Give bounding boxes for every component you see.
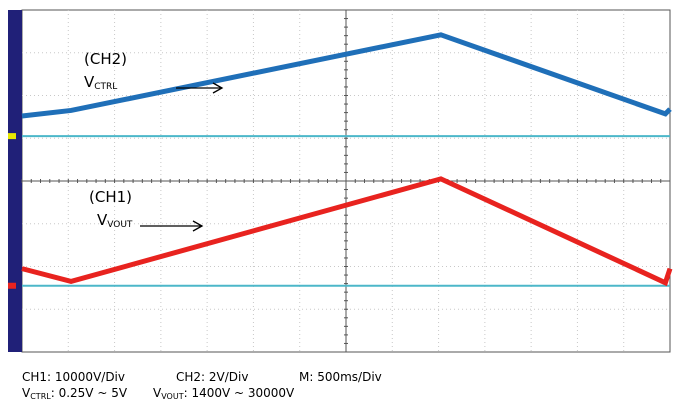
vctrl-range-value: : 0.25V ~ 5V (50, 386, 128, 400)
vctrl-label-sub: CTRL (94, 82, 118, 92)
ch1-label: (CH1) (89, 188, 133, 206)
ch2-ground-marker (8, 133, 16, 140)
vvout-range-sub: VOUT (161, 392, 184, 401)
vctrl-label: VCTRL (84, 75, 117, 94)
ch2-scale: CH2: 2V/Div (176, 370, 249, 384)
vctrl-label-v: V (84, 73, 95, 91)
vvout-range-v: V (153, 386, 162, 400)
vvout-label-sub: VOUT (107, 220, 133, 230)
ch2-label: (CH2) (84, 50, 128, 68)
vvout-arrow-head (192, 220, 204, 232)
ch2-waveform (21, 32, 672, 119)
vvout-label: VVOUT (97, 213, 132, 232)
vctrl-arrow-head (212, 82, 224, 94)
vctrl-range: VCTRL: 0.25V ~ 5V (22, 386, 127, 404)
time-scale: M: 500ms/Div (299, 370, 382, 384)
vctrl-range-sub: CTRL (30, 392, 51, 401)
vctrl-range-v: V (22, 386, 31, 400)
ch1-scale: CH1: 10000V/Div (22, 370, 125, 384)
vvout-label-v: V (97, 211, 108, 229)
ch1-waveform (21, 176, 673, 287)
oscilloscope-plot (8, 9, 673, 353)
ch1-ground-marker (8, 282, 16, 289)
vvout-range: VVOUT: 1400V ~ 30000V (153, 386, 294, 404)
scope-side-bar (8, 10, 22, 352)
vvout-range-value: : 1400V ~ 30000V (183, 386, 295, 400)
